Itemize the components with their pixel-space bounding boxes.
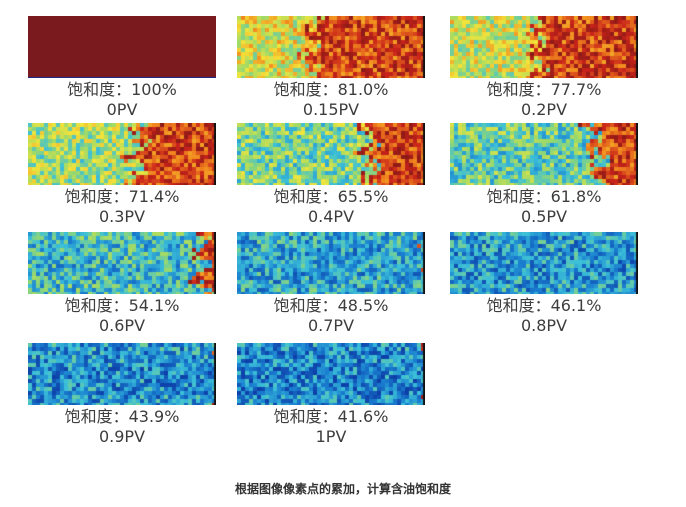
saturation-panel: 饱和度：48.5% 0.7PV (237, 232, 425, 336)
pore-volume-label: 0.9PV (98, 427, 146, 446)
saturation-map-image (237, 16, 425, 78)
saturation-panel: 饱和度：71.4% 0.3PV (28, 123, 216, 227)
pore-volume-label: 0PV (106, 100, 138, 119)
pore-volume-label: 0.4PV (307, 207, 355, 226)
saturation-map-image (237, 343, 425, 405)
saturation-panel: 饱和度：65.5% 0.4PV (237, 123, 425, 227)
saturation-map-image (450, 16, 638, 78)
saturation-panel: 饱和度：46.1% 0.8PV (450, 232, 638, 336)
pore-volume-label: 0.3PV (98, 207, 146, 226)
saturation-label: 饱和度：81.0% (273, 80, 389, 99)
saturation-label: 饱和度：100% (67, 80, 177, 99)
saturation-panel: 饱和度：100% 0PV (28, 16, 216, 120)
saturation-map-image (237, 123, 425, 185)
saturation-label: 饱和度：48.5% (273, 296, 389, 315)
pore-volume-label: 0.15PV (302, 100, 360, 119)
saturation-map-image (28, 343, 216, 405)
saturation-label: 饱和度：77.7% (486, 80, 602, 99)
pore-volume-label: 0.6PV (98, 316, 146, 335)
saturation-panel: 饱和度：43.9% 0.9PV (28, 343, 216, 447)
pore-volume-label: 0.8PV (520, 316, 568, 335)
saturation-label: 饱和度：41.6% (273, 407, 389, 426)
saturation-label: 饱和度：46.1% (486, 296, 602, 315)
saturation-map-image (28, 123, 216, 185)
saturation-figure-grid: 饱和度：100% 0PV 饱和度：81.0% 0.15PV 饱和度：77.7% … (28, 16, 638, 447)
saturation-map-image (450, 232, 638, 294)
saturation-map-image (450, 123, 638, 185)
saturation-map-image (28, 232, 216, 294)
pore-volume-label: 0.5PV (520, 207, 568, 226)
saturation-map-image (28, 16, 216, 78)
saturation-panel: 饱和度：81.0% 0.15PV (237, 16, 425, 120)
saturation-panel: 饱和度：77.7% 0.2PV (450, 16, 638, 120)
pore-volume-label: 0.7PV (307, 316, 355, 335)
saturation-label: 饱和度：61.8% (486, 187, 602, 206)
saturation-panel: 饱和度：61.8% 0.5PV (450, 123, 638, 227)
saturation-label: 饱和度：54.1% (64, 296, 180, 315)
saturation-label: 饱和度：71.4% (64, 187, 180, 206)
pore-volume-label: 1PV (315, 427, 347, 446)
figure-caption: 根据图像像素点的累加，计算含油饱和度 (234, 482, 451, 496)
pore-volume-label: 0.2PV (520, 100, 568, 119)
saturation-panel: 饱和度：41.6% 1PV (237, 343, 425, 447)
saturation-label: 饱和度：43.9% (64, 407, 180, 426)
saturation-map-image (237, 232, 425, 294)
saturation-panel: 饱和度：54.1% 0.6PV (28, 232, 216, 336)
saturation-label: 饱和度：65.5% (273, 187, 389, 206)
